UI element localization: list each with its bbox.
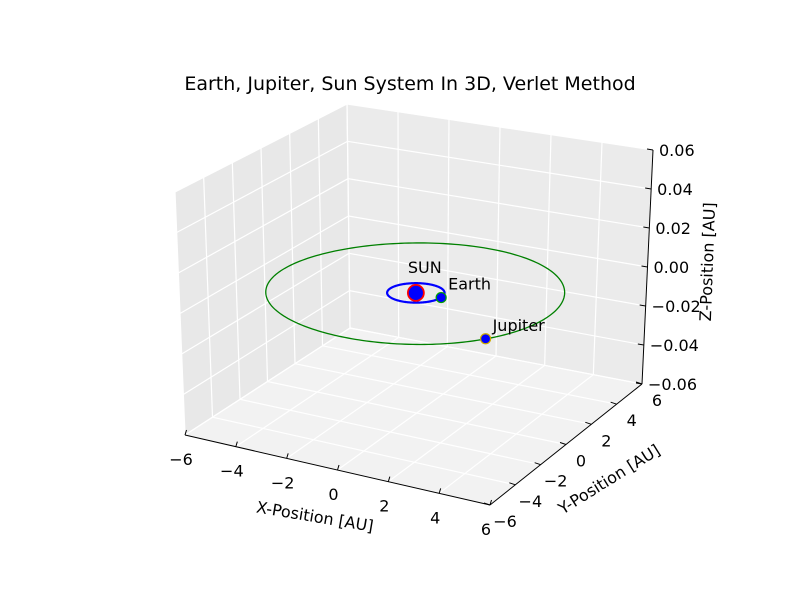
z-tick-mark (646, 148, 654, 151)
y-tick-label: −6 (493, 512, 517, 531)
y-tick-mark (585, 421, 592, 425)
left-pane (175, 104, 350, 435)
x-tick-mark (184, 429, 187, 436)
orbit-earth (386, 282, 446, 304)
grid-z (174, 103, 654, 193)
back-pane (347, 104, 653, 384)
x-tick-mark (489, 499, 492, 506)
grid-z (184, 327, 643, 436)
z-axis-label: Z-Position [AU] (696, 202, 719, 322)
z-tick-mark (641, 265, 648, 268)
y-tick-label: 4 (627, 411, 637, 430)
y-tick-label: 2 (601, 431, 611, 450)
z-tick-mark (643, 226, 650, 229)
x-tick-mark (235, 441, 238, 447)
body-label-jupiter: Jupiter (492, 316, 546, 335)
grid-z (179, 215, 648, 315)
z-tick-label: 0.06 (659, 141, 695, 160)
body-earth (435, 291, 447, 304)
z-tick-mark (639, 304, 646, 307)
grid-lines (174, 103, 654, 506)
y-tick-mark (483, 502, 491, 506)
body-sun (406, 283, 425, 302)
z-tick-label: −0.06 (648, 375, 697, 394)
grid-z (178, 178, 650, 274)
orbit-jupiter (265, 242, 566, 346)
x-tick-label: 2 (379, 497, 389, 516)
x-tick-label: −4 (220, 462, 244, 481)
z-tick-label: −0.02 (652, 297, 701, 316)
z-tick-label: 0.02 (655, 219, 691, 238)
y-tick-label: −2 (544, 472, 568, 491)
chart-title: Earth, Jupiter, Sun System In 3D, Verlet… (184, 73, 635, 95)
body-label-earth: Earth (448, 275, 491, 294)
grid-z (181, 252, 646, 355)
x-tick-label: 0 (328, 485, 338, 504)
x-tick-label: −6 (169, 450, 193, 469)
z-tick-mark (635, 382, 643, 385)
x-tick-mark (337, 464, 340, 471)
z-tick-label: 0.04 (657, 180, 693, 199)
y-tick-label: 0 (576, 452, 586, 471)
body-jupiter (479, 333, 492, 345)
z-tick-label: 0.00 (654, 258, 690, 277)
floor-grid-y (322, 345, 617, 405)
y-tick-mark (559, 442, 567, 445)
x-tick-label: −2 (271, 473, 295, 492)
bodies: SUN Earth Jupiter (406, 258, 546, 345)
x-tick-label: 4 (430, 508, 440, 527)
y-tick-label: −4 (519, 492, 543, 511)
axis-lines (184, 148, 654, 506)
x-tick-mark (438, 488, 442, 494)
grid-z (183, 290, 644, 396)
x-tick-mark (286, 453, 289, 459)
y-tick-label: 6 (652, 391, 662, 410)
z-tick-mark (637, 343, 644, 346)
x-tick-mark (387, 476, 391, 482)
y-tick-mark (509, 482, 516, 486)
z-tick-mark (645, 187, 652, 190)
y-tick-mark (610, 401, 617, 405)
orbit-paths (265, 242, 566, 346)
x-tick-label: 6 (481, 520, 491, 539)
axis-panes (175, 104, 653, 505)
z-tick-label: −0.04 (650, 336, 699, 355)
grid-z (176, 140, 652, 234)
y-axis-label: Y-Position [AU] (554, 440, 663, 518)
x-axis-label: X-Position [AU] (255, 497, 375, 535)
body-label-sun: SUN (408, 258, 442, 277)
y-tick-mark (534, 462, 541, 466)
